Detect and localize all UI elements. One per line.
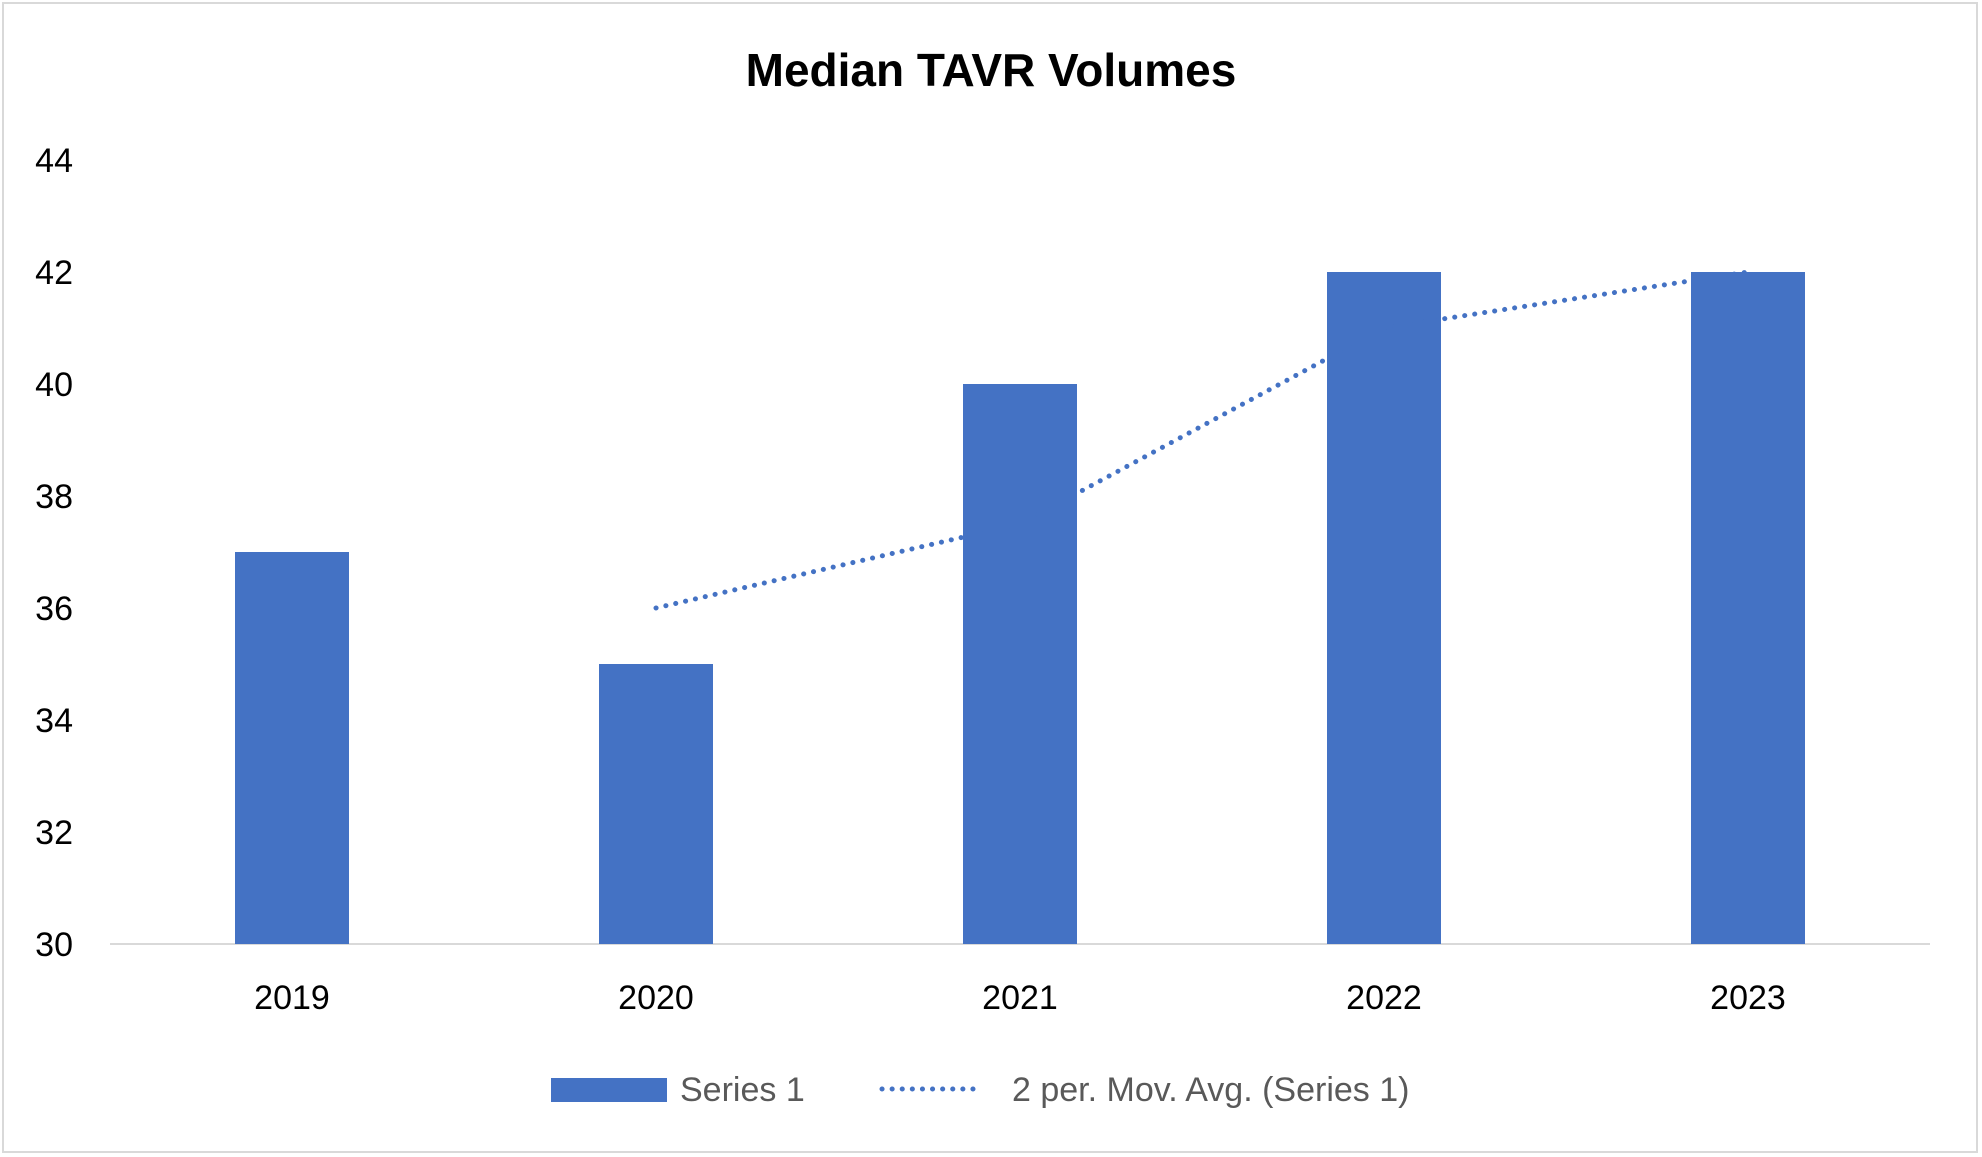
bar-2019 — [235, 552, 349, 944]
legend: Series 1 2 per. Mov. Avg. (Series 1) — [551, 1071, 1409, 1109]
x-tick-label: 2019 — [254, 979, 330, 1017]
x-tick-label: 2022 — [1346, 979, 1422, 1017]
bar-2020 — [599, 664, 713, 944]
legend-label-moving-average: 2 per. Mov. Avg. (Series 1) — [1012, 1071, 1409, 1109]
y-axis-ticks: 30 32 34 36 38 40 42 44 — [35, 142, 73, 964]
y-tick-label: 42 — [35, 254, 73, 292]
y-tick-label: 44 — [35, 142, 73, 180]
y-tick-label: 38 — [35, 478, 73, 516]
chart-title: Median TAVR Volumes — [746, 44, 1237, 96]
legend-label-series-1: Series 1 — [680, 1071, 805, 1109]
y-tick-label: 36 — [35, 590, 73, 628]
bar-2023 — [1691, 272, 1805, 944]
bar-2022 — [1327, 272, 1441, 944]
x-tick-label: 2020 — [618, 979, 694, 1017]
moving-average-line — [653, 269, 1751, 611]
legend-swatch-series-1 — [551, 1078, 667, 1102]
bars-group — [235, 272, 1805, 944]
y-tick-label: 30 — [35, 926, 73, 964]
x-tick-label: 2023 — [1710, 979, 1786, 1017]
y-tick-label: 40 — [35, 366, 73, 404]
bar-2021 — [963, 384, 1077, 944]
y-tick-label: 34 — [35, 702, 73, 740]
y-tick-label: 32 — [35, 814, 73, 852]
x-tick-label: 2021 — [982, 979, 1058, 1017]
x-axis-ticks: 2019 2020 2021 2022 2023 — [254, 979, 1786, 1017]
